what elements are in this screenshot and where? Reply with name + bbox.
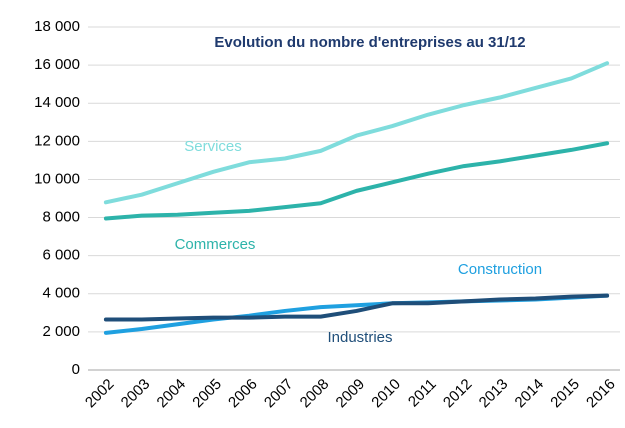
x-tick-label: 2009 [333,376,369,412]
x-tick-label: 2003 [118,376,154,412]
chart-title: Evolution du nombre d'entreprises au 31/… [214,34,525,51]
y-tick-label: 6 000 [42,247,80,264]
y-tick-label: 8 000 [42,209,80,226]
x-tick-label: 2006 [225,376,261,412]
series-label: Services [184,138,242,155]
x-tick-label: 2007 [261,376,297,412]
series-line [103,293,610,322]
y-tick-label: 2 000 [42,323,80,340]
x-tick-label: 2013 [476,376,512,412]
x-tick-label: 2014 [512,376,548,412]
y-tick-label: 16 000 [34,56,80,73]
x-tick-label: 2002 [82,376,118,412]
x-tick-label: 2005 [189,376,225,412]
series-label: Commerces [175,236,256,253]
x-tick-label: 2008 [297,376,333,412]
x-tick-label: 2015 [547,376,583,412]
series-line [103,141,610,221]
series-line [103,293,610,335]
y-tick-label: 0 [72,361,80,378]
y-tick-label: 10 000 [34,170,80,187]
x-tick-label: 2011 [405,376,440,411]
series-label: Industries [327,329,392,346]
x-tick-label: 2004 [154,376,190,412]
x-tick-label: 2012 [440,376,476,412]
y-tick-label: 14 000 [34,94,80,111]
y-tick-label: 4 000 [42,285,80,302]
y-tick-label: 12 000 [34,132,80,149]
series-label: Construction [458,261,542,278]
y-tick-label: 18 000 [34,18,80,35]
series-line [103,61,610,205]
x-tick-label: 2016 [583,376,619,412]
x-tick-label: 2010 [368,376,404,412]
